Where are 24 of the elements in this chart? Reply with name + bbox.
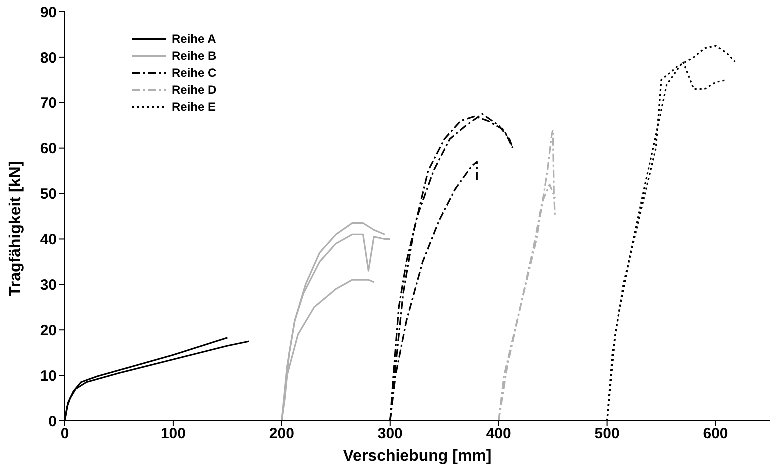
y-tick-label: 30 [40, 276, 57, 294]
y-tick-label: 90 [40, 4, 57, 22]
legend-label: Reihe B [172, 48, 217, 62]
legend-label: Reihe C [172, 66, 217, 80]
legend-label: Reihe E [172, 100, 216, 114]
x-tick-label: 300 [378, 426, 403, 443]
y-tick-label: 10 [40, 368, 57, 385]
y-tick-label: 80 [40, 50, 57, 67]
y-tick-label: 60 [40, 140, 57, 158]
x-tick-label: 600 [703, 426, 728, 443]
y-tick-label: 70 [40, 95, 57, 112]
legend-label: Reihe A [172, 32, 216, 46]
x-tick-label: 400 [486, 426, 512, 443]
x-tick-label: 500 [594, 426, 620, 443]
y-tick-label: 50 [40, 186, 57, 204]
x-tick-label: 0 [60, 426, 70, 443]
y-axis-title: Tragfähigkeit [kN] [8, 161, 25, 296]
y-tick-label: 20 [40, 322, 57, 340]
y-tick-label: 0 [48, 413, 57, 430]
x-tick-label: 200 [269, 426, 294, 443]
legend-label: Reihe D [172, 82, 217, 96]
x-tick-label: 100 [160, 426, 186, 443]
x-axis-title: Verschiebung [mm] [343, 448, 492, 465]
y-tick-label: 40 [40, 232, 57, 249]
